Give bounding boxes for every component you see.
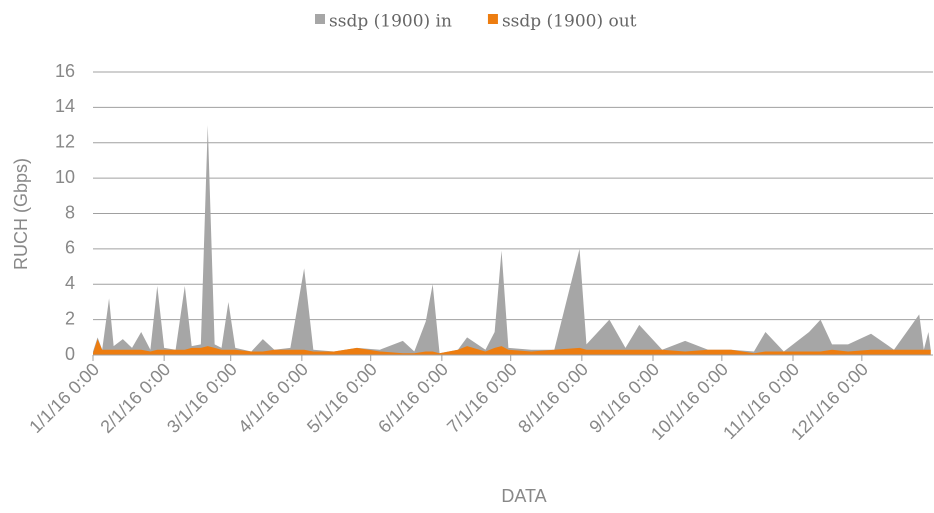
y-tick-label: 10 <box>55 167 75 187</box>
y-axis-label: RUCH (Gbps) <box>11 158 31 270</box>
y-tick-label: 14 <box>55 96 75 116</box>
area <box>93 125 931 355</box>
y-tick-label: 0 <box>65 344 75 364</box>
y-tick-label: 16 <box>55 61 75 81</box>
legend: ssdp (1900) in ssdp (1900) out <box>315 12 637 32</box>
area <box>93 339 931 355</box>
legend-swatch <box>487 14 498 24</box>
legend-swatch <box>315 14 325 24</box>
x-tick-label: 1/1/16 0:00 <box>25 359 103 437</box>
x-tick-label: 2/1/16 0:00 <box>96 359 174 437</box>
x-axis-label: DATA <box>501 486 546 506</box>
x-tick-label: 3/1/16 0:00 <box>163 359 241 437</box>
y-tick-label: 8 <box>65 202 75 222</box>
y-tick-label: 2 <box>65 308 75 328</box>
x-tick-label: 6/1/16 0:00 <box>374 359 452 437</box>
legend-label: ssdp (1900) out <box>502 12 637 32</box>
x-tick-label: 8/1/16 0:00 <box>514 359 592 437</box>
x-tick-label: 4/1/16 0:00 <box>234 359 312 437</box>
y-tick-label: 6 <box>65 238 75 258</box>
x-tick-label: 5/1/16 0:00 <box>303 359 381 437</box>
legend-label: ssdp (1900) in <box>329 12 452 32</box>
y-tick-label: 12 <box>55 132 75 152</box>
x-tick-label: 7/1/16 0:00 <box>443 359 521 437</box>
y-tick-label: 4 <box>65 273 75 293</box>
